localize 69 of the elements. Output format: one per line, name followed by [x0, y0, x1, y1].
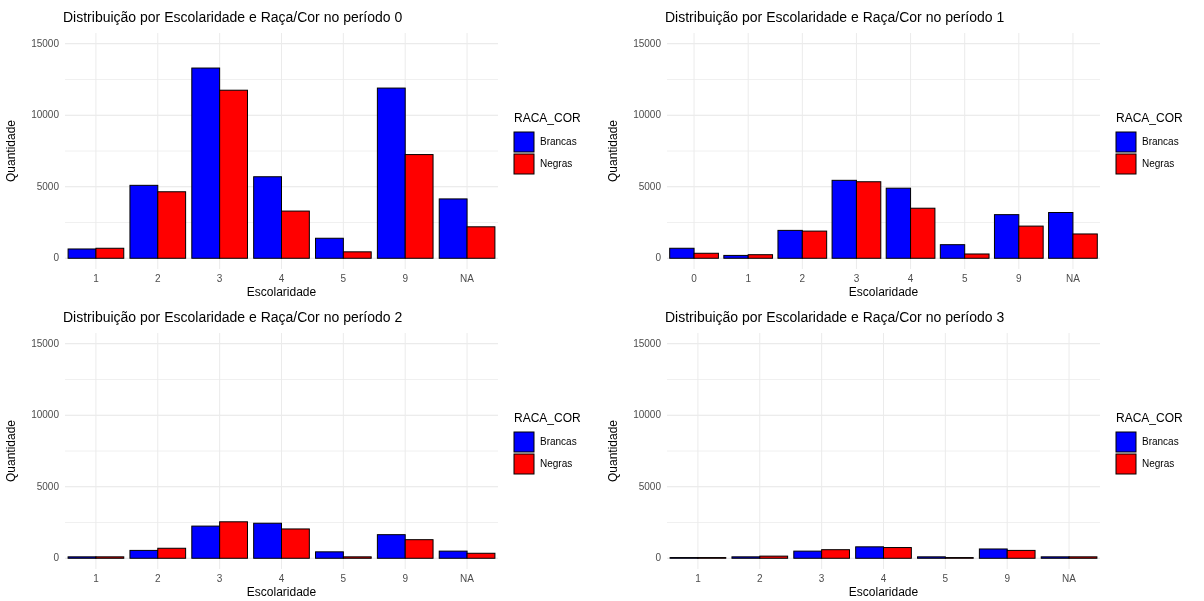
legend-label: Brancas: [1142, 436, 1179, 448]
x-tick-label: 9: [1016, 273, 1023, 284]
y-axis-title: Quantidade: [4, 419, 18, 483]
x-tick-label: NA: [460, 273, 475, 284]
x-tick-label: 1: [93, 273, 100, 284]
x-tick-label: 1: [695, 573, 702, 584]
x-tick-label: 3: [216, 573, 223, 584]
x-tick-label: 5: [942, 573, 949, 584]
y-tick-label: 5000: [638, 180, 662, 192]
y-axis-title: Quantidade: [606, 119, 620, 183]
y-tick-label: 10000: [633, 109, 662, 121]
y-tick-label: 10000: [31, 109, 60, 121]
x-tick-label: 2: [155, 273, 161, 284]
x-tick-label: 4: [907, 273, 914, 284]
legend-label: Negras: [1142, 458, 1175, 470]
x-tick-label: 3: [818, 573, 825, 584]
y-tick-label: 0: [53, 252, 60, 264]
legend-title: RACA_COR: [1116, 411, 1184, 425]
x-tick-label: NA: [1065, 273, 1081, 284]
x-tick-label: 5: [340, 573, 347, 584]
x-tick-label: 1: [93, 573, 100, 584]
x-tick-label: 9: [1004, 573, 1011, 584]
y-tick-label: 0: [655, 252, 662, 264]
x-tick-label: 4: [278, 273, 285, 284]
x-tick-label: 4: [278, 573, 285, 584]
x-axis-title: Escolaridade: [246, 585, 317, 599]
y-tick-label: 15000: [31, 337, 60, 349]
legend-label: Negras: [1142, 158, 1175, 170]
y-tick-label: 5000: [638, 480, 662, 492]
y-tick-label: 0: [53, 552, 60, 564]
x-tick-label: 4: [880, 573, 887, 584]
chart-title: Distribuição por Escolaridade e Raça/Cor no período 1: [665, 9, 1005, 25]
x-tick-label: NA: [460, 573, 475, 584]
x-axis-title: Escolaridade: [848, 285, 919, 299]
legend-title: RACA_COR: [514, 111, 582, 125]
x-axis-title: Escolaridade: [246, 285, 317, 299]
x-tick-label: 0: [691, 273, 698, 284]
y-axis-title: Quantidade: [606, 419, 620, 483]
y-tick-label: 15000: [633, 37, 662, 49]
x-tick-label: 2: [799, 273, 806, 284]
y-tick-label: 5000: [36, 480, 60, 492]
x-tick-label: 2: [155, 573, 161, 584]
x-tick-label: 3: [853, 273, 860, 284]
y-tick-label: 10000: [31, 409, 60, 421]
x-tick-label: 3: [216, 273, 223, 284]
x-tick-label: 5: [961, 273, 968, 284]
y-tick-label: 10000: [633, 409, 662, 421]
chart-title: Distribuição por Escolaridade e Raça/Cor no período 0: [63, 9, 403, 25]
x-tick-label: 2: [757, 573, 763, 584]
legend-label: Negras: [540, 458, 573, 470]
x-axis-title: Escolaridade: [848, 585, 919, 599]
legend-label: Brancas: [1142, 136, 1179, 148]
x-tick-label: 1: [745, 273, 752, 284]
y-tick-label: 5000: [36, 180, 60, 192]
x-tick-label: 9: [402, 273, 409, 284]
y-tick-label: 0: [655, 552, 662, 564]
y-tick-label: 15000: [31, 37, 60, 49]
chart-title: Distribuição por Escolaridade e Raça/Cor no período 2: [63, 309, 403, 325]
y-axis-title: Quantidade: [4, 119, 18, 183]
legend-label: Negras: [540, 158, 573, 170]
y-tick-label: 15000: [633, 337, 662, 349]
chart-title: Distribuição por Escolaridade e Raça/Cor no período 3: [665, 309, 1005, 325]
x-tick-label: 5: [340, 273, 347, 284]
legend-title: RACA_COR: [514, 411, 582, 425]
legend-title: RACA_COR: [1116, 111, 1184, 125]
legend-label: Brancas: [540, 436, 577, 448]
x-tick-label: 9: [402, 573, 409, 584]
legend-label: Brancas: [540, 136, 577, 148]
x-tick-label: NA: [1062, 573, 1077, 584]
